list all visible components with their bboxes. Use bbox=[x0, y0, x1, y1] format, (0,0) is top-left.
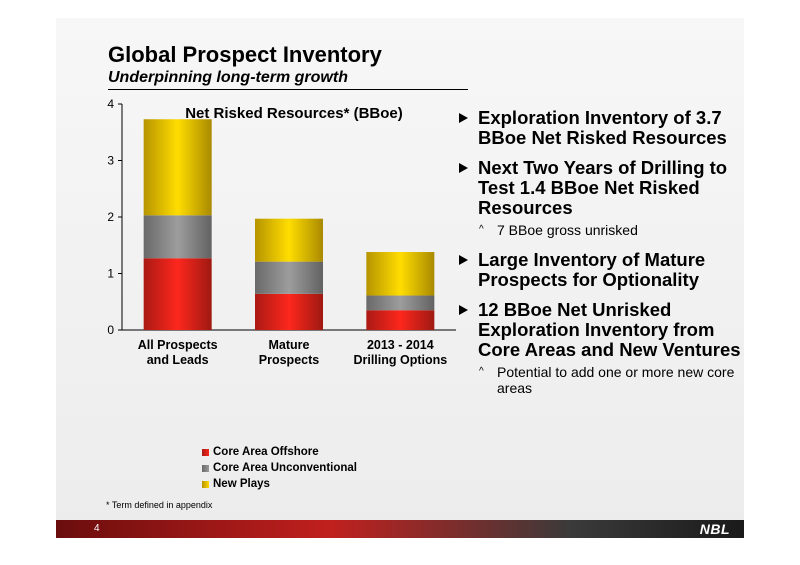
bullet-item: 12 BBoe Net Unrisked Exploration Invento… bbox=[455, 300, 744, 360]
title-divider bbox=[108, 89, 468, 90]
x-tick-label-line: All Prospects bbox=[137, 338, 218, 352]
x-tick-label-line: and Leads bbox=[146, 353, 209, 367]
bar-segment bbox=[366, 295, 435, 311]
y-tick-label: 3 bbox=[107, 154, 114, 168]
bar-segment bbox=[366, 310, 435, 330]
page-subtitle: Underpinning long-term growth bbox=[108, 69, 348, 86]
bullet-list: Exploration Inventory of 3.7 BBoe Net Ri… bbox=[455, 108, 744, 408]
bullet-text: Large Inventory of Mature Prospects for … bbox=[478, 249, 706, 290]
company-logo: NBL bbox=[699, 521, 730, 537]
legend-item: New Plays bbox=[202, 476, 357, 492]
y-tick-label: 4 bbox=[107, 97, 114, 111]
slide: Global Prospect Inventory Underpinning l… bbox=[56, 18, 744, 538]
sub-bullet-text: 7 BBoe gross unrisked bbox=[497, 222, 638, 238]
triangle-bullet-icon bbox=[459, 113, 468, 123]
bar-segment bbox=[366, 252, 435, 296]
footnote: * Term defined in appendix bbox=[106, 500, 213, 510]
bullet-text: Exploration Inventory of 3.7 BBoe Net Ri… bbox=[478, 107, 727, 148]
legend-item: Core Area Offshore bbox=[202, 444, 357, 460]
y-tick-label: 0 bbox=[107, 323, 114, 337]
triangle-bullet-icon bbox=[459, 255, 468, 265]
legend-swatch bbox=[202, 480, 209, 488]
x-tick-label-line: Prospects bbox=[258, 353, 320, 367]
bullet-item: Large Inventory of Mature Prospects for … bbox=[455, 250, 744, 290]
sub-bullet-item: ^ 7 BBoe gross unrisked bbox=[455, 222, 744, 238]
bullet-item: Exploration Inventory of 3.7 BBoe Net Ri… bbox=[455, 108, 744, 148]
bullet-text: 12 BBoe Net Unrisked Exploration Invento… bbox=[478, 299, 741, 360]
legend-label: Core Area Unconventional bbox=[213, 462, 357, 474]
bar-segment bbox=[143, 119, 212, 216]
bar-segment bbox=[143, 215, 212, 259]
legend-swatch bbox=[202, 448, 209, 456]
caret-bullet-icon: ^ bbox=[479, 366, 484, 377]
stacked-bar-chart: 0 1 2 3 4 bbox=[107, 97, 456, 337]
x-tick-label: 2013 - 2014 Drilling Options bbox=[340, 338, 460, 368]
triangle-bullet-icon bbox=[459, 305, 468, 315]
y-tick-label: 1 bbox=[107, 267, 114, 281]
legend-label: New Plays bbox=[213, 478, 270, 490]
legend-item: Core Area Unconventional bbox=[202, 460, 357, 476]
x-tick-label: Mature Prospects bbox=[229, 338, 349, 368]
sub-bullet-item: ^ Potential to add one or more new core a… bbox=[455, 364, 744, 396]
chart-title: Net Risked Resources* (BBoe) bbox=[185, 105, 403, 122]
x-tick-label-line: Drilling Options bbox=[353, 353, 448, 367]
x-tick-label: All Prospects and Leads bbox=[118, 338, 238, 368]
legend-label: Core Area Offshore bbox=[213, 446, 319, 458]
bullet-item: Next Two Years of Drilling to Test 1.4 B… bbox=[455, 158, 744, 218]
bullet-text: Next Two Years of Drilling to Test 1.4 B… bbox=[478, 157, 728, 218]
bar-segment bbox=[255, 218, 323, 262]
bar-segment bbox=[143, 258, 212, 330]
page-number: 4 bbox=[94, 523, 100, 534]
page-title: Global Prospect Inventory bbox=[108, 42, 382, 67]
x-tick-label-line: 2013 - 2014 bbox=[366, 338, 434, 352]
triangle-bullet-icon bbox=[459, 163, 468, 173]
x-tick-label-line: Mature bbox=[268, 338, 310, 352]
bar-segment bbox=[255, 261, 323, 294]
legend-swatch bbox=[202, 464, 209, 472]
caret-bullet-icon: ^ bbox=[479, 224, 484, 235]
bar-segment bbox=[255, 293, 323, 330]
footer-bar: 4 NBL bbox=[56, 520, 744, 538]
sub-bullet-text: Potential to add one or more new core ar… bbox=[497, 364, 735, 396]
chart-legend: Core Area Offshore Core Area Unconvention… bbox=[202, 444, 357, 492]
y-tick-label: 2 bbox=[107, 210, 114, 224]
